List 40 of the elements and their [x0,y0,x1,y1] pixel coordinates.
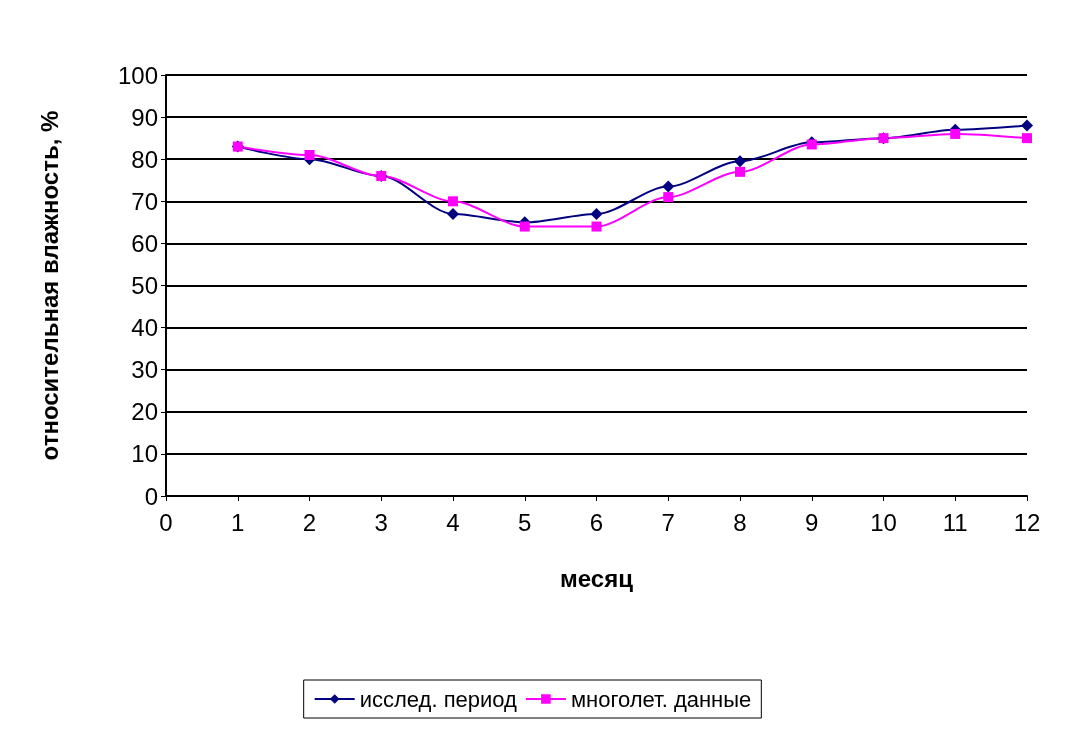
y-tick-label: 0 [144,482,158,510]
y-axis-title: относительная влажность, % [35,110,63,461]
x-tick-label: 9 [805,508,819,536]
y-tick-label: 70 [131,187,158,215]
point [662,180,675,193]
point [590,207,603,220]
point [591,221,602,232]
x-tick-label: 12 [1013,508,1041,536]
x-tick-label: 3 [374,508,388,536]
x-tick-label: 10 [870,508,897,536]
point [519,221,530,232]
y-tick-label: 100 [117,61,158,89]
legend-label: многолет. данные [570,686,752,712]
legend-label: исслед. период [359,686,518,712]
y-tick-label: 80 [131,145,158,173]
x-tick-label: 11 [942,508,968,536]
x-tick-label: 2 [302,508,317,536]
y-tick-label: 20 [131,398,158,426]
point [448,196,458,207]
point [1021,119,1033,132]
x-tick-label: 4 [446,508,460,536]
x-tick-label: 6 [589,508,604,536]
y-tick-label: 90 [131,103,158,131]
x-tick-label: 7 [661,508,675,536]
point [1022,133,1032,144]
point [735,166,745,177]
y-tick-label: 10 [131,440,158,468]
point [304,149,315,160]
point [447,207,459,220]
y-tick-label: 30 [131,356,158,384]
point [950,128,961,139]
x-tick-label: 5 [518,508,532,536]
point [734,155,746,168]
x-tick-label: 8 [733,508,747,536]
point [663,192,674,203]
x-axis-title: месяц [560,564,634,592]
y-tick-label: 60 [131,229,158,257]
y-tick-label: 40 [131,314,158,342]
x-tick-label: 1 [231,508,245,536]
y-tick-label: 50 [131,272,158,299]
